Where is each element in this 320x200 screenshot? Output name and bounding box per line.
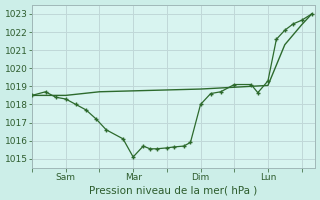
X-axis label: Pression niveau de la mer( hPa ): Pression niveau de la mer( hPa ) <box>90 185 258 195</box>
